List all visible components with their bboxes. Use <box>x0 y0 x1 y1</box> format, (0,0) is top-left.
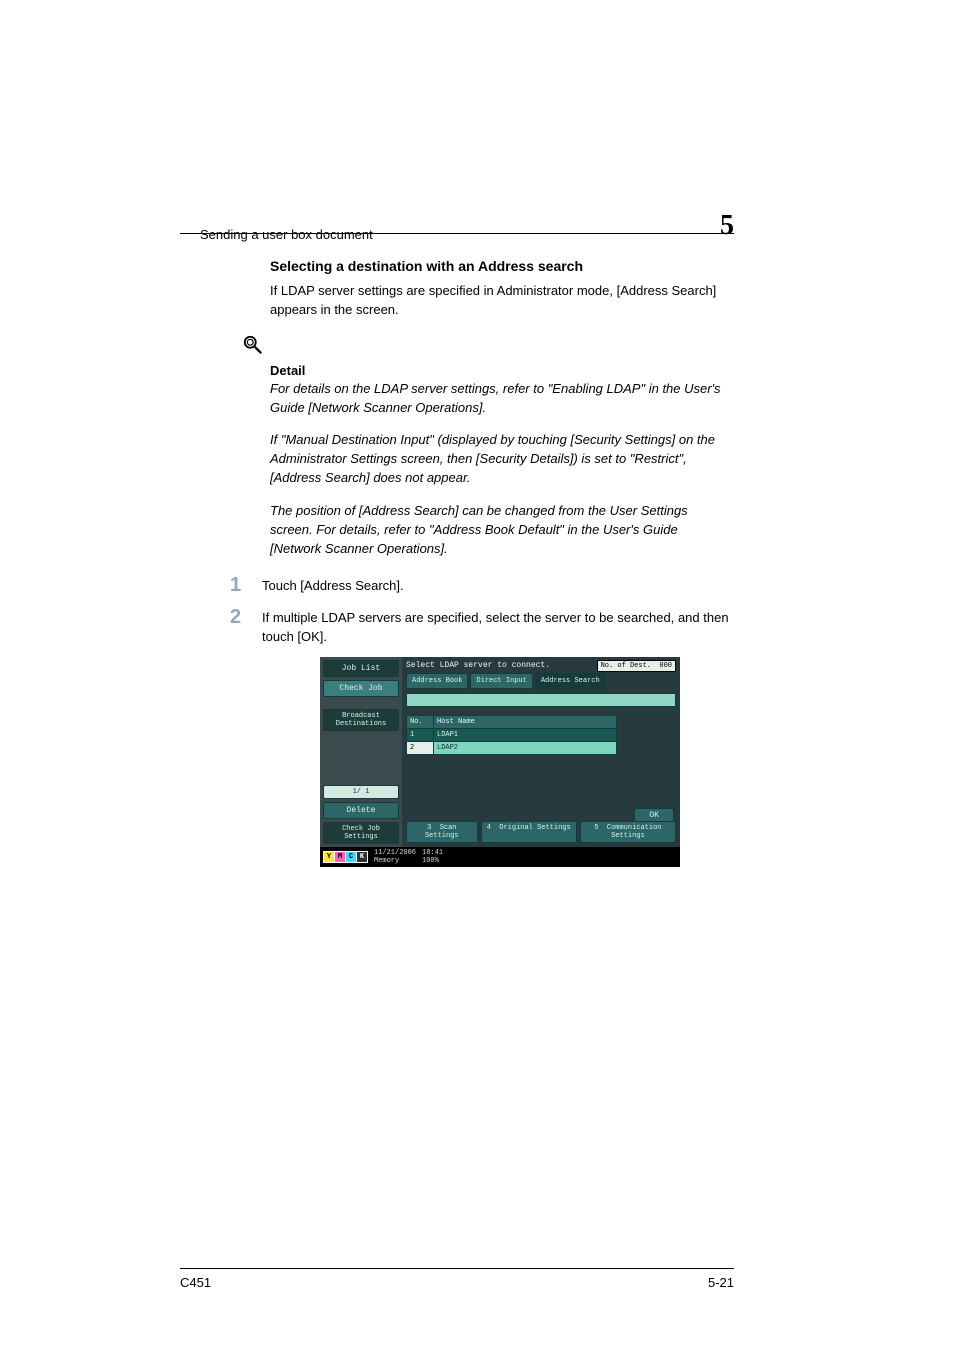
status-datetime: 11/21/2006 Memory <box>374 849 416 865</box>
detail-block: Detail For details on the LDAP server se… <box>270 334 730 559</box>
detail-p2: If "Manual Destination Input" (displayed… <box>270 431 730 488</box>
led-m: M <box>335 852 345 862</box>
detail-label: Detail <box>270 363 730 378</box>
bottom-tabs: 3 Scan Settings 4 Original Settings 5 Co… <box>406 821 676 843</box>
step-2: 2 If multiple LDAP servers are specified… <box>230 606 730 647</box>
detail-p1: For details on the LDAP server settings,… <box>270 380 730 418</box>
detail-p3: The position of [Address Search] can be … <box>270 502 730 559</box>
left-sidebar: Job List Check Job Broadcast Destination… <box>320 657 402 847</box>
footer-model: C451 <box>180 1275 211 1290</box>
footer-page-number: 5-21 <box>708 1275 734 1290</box>
prompt-text: Select LDAP server to connect. <box>406 661 550 670</box>
list-row-1[interactable]: 1 LDAP1 <box>406 729 617 742</box>
col-host-header: Host Name <box>434 716 616 728</box>
list-row-1-no: 1 <box>407 729 434 741</box>
content: Selecting a destination with an Address … <box>270 258 730 867</box>
delete-button[interactable]: Delete <box>323 802 399 819</box>
led-y: Y <box>324 852 334 862</box>
work-strip <box>406 693 676 707</box>
tab-address-book[interactable]: Address Book <box>406 673 468 689</box>
col-no-header: No. <box>407 716 434 728</box>
status-values: 18:41 100% <box>422 849 443 865</box>
job-list-button[interactable]: Job List <box>323 660 399 677</box>
step-1: 1 Touch [Address Search]. <box>230 574 730 596</box>
led-k: K <box>357 852 367 862</box>
step-1-number: 1 <box>230 574 262 596</box>
check-job-settings-button[interactable]: Check Job Settings <box>323 822 399 844</box>
device-screenshot: Job List Check Job Broadcast Destination… <box>320 657 680 867</box>
tab-communication-settings[interactable]: 5 Communication Settings <box>580 821 676 843</box>
magnifier-icon <box>242 334 264 356</box>
tab-scan-settings[interactable]: 3 Scan Settings <box>406 821 478 843</box>
page: Sending a user box document 5 Selecting … <box>0 0 954 1350</box>
status-bar: Y M C K 11/21/2006 Memory 18:41 100% <box>320 847 680 867</box>
tab-address-search[interactable]: Address Search <box>535 673 606 689</box>
page-footer: C451 5-21 <box>180 1268 734 1290</box>
divider <box>180 233 734 234</box>
running-title: Sending a user box document <box>200 227 373 242</box>
intro-paragraph: If LDAP server settings are specified in… <box>270 282 730 320</box>
tab-original-settings[interactable]: 4 Original Settings <box>481 821 577 843</box>
led-c: C <box>346 852 356 862</box>
main-panel: Select LDAP server to connect. No. of De… <box>402 657 680 847</box>
list-row-2-no: 2 <box>407 742 434 754</box>
step-2-number: 2 <box>230 606 262 628</box>
step-2-text: If multiple LDAP servers are specified, … <box>262 606 730 647</box>
pager-indicator: 1/ 1 <box>323 785 399 799</box>
list-row-2[interactable]: 2 LDAP2 <box>406 742 617 755</box>
list-row-1-host: LDAP1 <box>434 729 616 741</box>
section-heading: Selecting a destination with an Address … <box>270 258 730 274</box>
broadcast-dest-button[interactable]: Broadcast Destinations <box>323 709 399 731</box>
dest-count-label: No. of Dest. 000 <box>597 660 676 672</box>
tab-direct-input[interactable]: Direct Input <box>470 673 532 689</box>
chapter-number: 5 <box>720 210 734 242</box>
toner-leds: Y M C K <box>323 851 368 863</box>
ldap-list: No. Host Name 1 LDAP1 2 LDAP2 <box>406 715 617 755</box>
running-head: Sending a user box document 5 <box>200 210 734 242</box>
check-job-button[interactable]: Check Job <box>323 680 399 697</box>
list-header: No. Host Name <box>406 715 617 729</box>
list-row-2-host: LDAP2 <box>434 742 616 754</box>
tab-row: Address Book Direct Input Address Search <box>406 673 676 689</box>
step-1-text: Touch [Address Search]. <box>262 574 404 596</box>
